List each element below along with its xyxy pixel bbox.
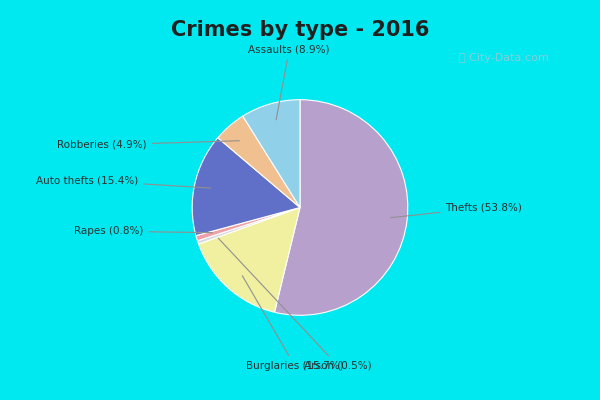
Text: Thefts (53.8%): Thefts (53.8%) (391, 202, 523, 218)
Text: Auto thefts (15.4%): Auto thefts (15.4%) (36, 176, 211, 188)
Text: Robberies (4.9%): Robberies (4.9%) (57, 140, 239, 150)
Wedge shape (197, 208, 300, 244)
Text: ⓘ City-Data.com: ⓘ City-Data.com (459, 53, 549, 63)
Wedge shape (218, 116, 300, 208)
Text: Arson (0.5%): Arson (0.5%) (218, 238, 371, 370)
Wedge shape (196, 208, 300, 241)
Wedge shape (199, 208, 300, 312)
Wedge shape (192, 138, 300, 236)
Text: Burglaries (15.7%): Burglaries (15.7%) (242, 276, 343, 370)
Text: Rapes (0.8%): Rapes (0.8%) (74, 226, 212, 236)
Wedge shape (275, 100, 408, 315)
Text: Assaults (8.9%): Assaults (8.9%) (248, 44, 330, 120)
Text: Crimes by type - 2016: Crimes by type - 2016 (171, 20, 429, 40)
Wedge shape (243, 100, 300, 208)
